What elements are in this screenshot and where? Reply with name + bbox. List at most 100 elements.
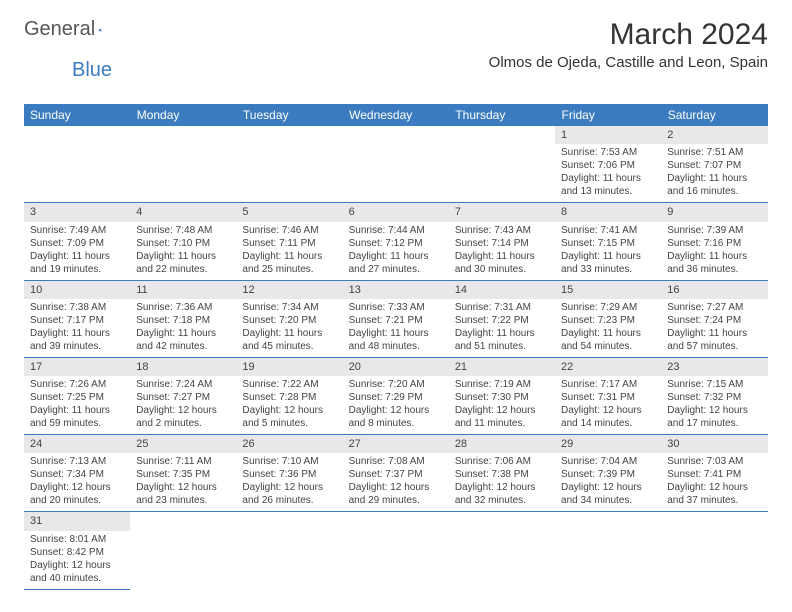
sunset-line: Sunset: 7:32 PM: [667, 391, 761, 404]
sunset-line: Sunset: 7:07 PM: [667, 159, 761, 172]
day-number: [449, 126, 555, 144]
day-cell: Sunrise: 7:24 AMSunset: 7:27 PMDaylight:…: [130, 376, 236, 435]
sunrise-line: Sunrise: 7:03 AM: [667, 455, 761, 468]
day-number: 24: [24, 435, 130, 454]
day-cell: [449, 531, 555, 590]
sunset-line: Sunset: 7:14 PM: [455, 237, 549, 250]
sunset-line: Sunset: 7:28 PM: [242, 391, 336, 404]
day-cell: [236, 144, 342, 203]
daynum-row: 24252627282930: [24, 435, 768, 454]
calendar-table: SundayMondayTuesdayWednesdayThursdayFrid…: [24, 104, 768, 590]
sunset-line: Sunset: 7:09 PM: [30, 237, 124, 250]
daylight-line: Daylight: 12 hours and 14 minutes.: [561, 404, 655, 430]
day-cell: Sunrise: 7:43 AMSunset: 7:14 PMDaylight:…: [449, 222, 555, 281]
day-header: Saturday: [661, 104, 767, 126]
sunrise-line: Sunrise: 7:06 AM: [455, 455, 549, 468]
day-number: 25: [130, 435, 236, 454]
day-number: 31: [24, 512, 130, 531]
data-row: Sunrise: 7:38 AMSunset: 7:17 PMDaylight:…: [24, 299, 768, 358]
daylight-line: Daylight: 12 hours and 40 minutes.: [30, 559, 124, 585]
day-number: [343, 512, 449, 531]
sunrise-line: Sunrise: 8:01 AM: [30, 533, 124, 546]
sunset-line: Sunset: 7:10 PM: [136, 237, 230, 250]
sunrise-line: Sunrise: 7:15 AM: [667, 378, 761, 391]
day-cell: Sunrise: 7:29 AMSunset: 7:23 PMDaylight:…: [555, 299, 661, 358]
day-cell: Sunrise: 7:36 AMSunset: 7:18 PMDaylight:…: [130, 299, 236, 358]
data-row: Sunrise: 7:13 AMSunset: 7:34 PMDaylight:…: [24, 453, 768, 512]
day-number: [236, 512, 342, 531]
sunrise-line: Sunrise: 7:53 AM: [561, 146, 655, 159]
data-row: Sunrise: 7:53 AMSunset: 7:06 PMDaylight:…: [24, 144, 768, 203]
sunrise-line: Sunrise: 7:29 AM: [561, 301, 655, 314]
day-cell: [343, 531, 449, 590]
sunrise-line: Sunrise: 7:39 AM: [667, 224, 761, 237]
day-cell: Sunrise: 7:38 AMSunset: 7:17 PMDaylight:…: [24, 299, 130, 358]
daylight-line: Daylight: 11 hours and 39 minutes.: [30, 327, 124, 353]
day-cell: Sunrise: 7:33 AMSunset: 7:21 PMDaylight:…: [343, 299, 449, 358]
day-cell: [236, 531, 342, 590]
sunrise-line: Sunrise: 7:38 AM: [30, 301, 124, 314]
daynum-row: 12: [24, 126, 768, 144]
day-cell: Sunrise: 7:19 AMSunset: 7:30 PMDaylight:…: [449, 376, 555, 435]
sunset-line: Sunset: 7:16 PM: [667, 237, 761, 250]
sunset-line: Sunset: 7:41 PM: [667, 468, 761, 481]
day-number: 6: [343, 203, 449, 222]
day-number: 16: [661, 280, 767, 299]
day-header: Tuesday: [236, 104, 342, 126]
day-cell: Sunrise: 7:51 AMSunset: 7:07 PMDaylight:…: [661, 144, 767, 203]
day-number: 26: [236, 435, 342, 454]
daylight-line: Daylight: 12 hours and 29 minutes.: [349, 481, 443, 507]
daylight-line: Daylight: 12 hours and 8 minutes.: [349, 404, 443, 430]
logo: General: [24, 18, 121, 41]
day-number: 9: [661, 203, 767, 222]
sunrise-line: Sunrise: 7:26 AM: [30, 378, 124, 391]
daylight-line: Daylight: 12 hours and 11 minutes.: [455, 404, 549, 430]
sunrise-line: Sunrise: 7:10 AM: [242, 455, 336, 468]
sunrise-line: Sunrise: 7:49 AM: [30, 224, 124, 237]
data-row: Sunrise: 7:49 AMSunset: 7:09 PM Daylight:…: [24, 222, 768, 281]
sunset-line: Sunset: 7:35 PM: [136, 468, 230, 481]
daylight-line: Daylight: 12 hours and 26 minutes.: [242, 481, 336, 507]
day-number: 17: [24, 357, 130, 376]
day-number: 13: [343, 280, 449, 299]
sunrise-line: Sunrise: 7:46 AM: [242, 224, 336, 237]
sunset-line: Sunset: 7:31 PM: [561, 391, 655, 404]
sunset-line: Sunset: 7:23 PM: [561, 314, 655, 327]
day-cell: [24, 144, 130, 203]
day-cell: [130, 531, 236, 590]
day-cell: [343, 144, 449, 203]
day-number: 27: [343, 435, 449, 454]
day-cell: Sunrise: 7:13 AMSunset: 7:34 PMDaylight:…: [24, 453, 130, 512]
day-cell: Sunrise: 7:49 AMSunset: 7:09 PMDaylight:…: [24, 222, 130, 281]
logo-text-general: General: [24, 18, 95, 41]
daylight-line: Daylight: 11 hours and 27 minutes.: [349, 250, 443, 276]
daylight-line: Daylight: 12 hours and 2 minutes.: [136, 404, 230, 430]
daylight-line: Daylight: 12 hours and 32 minutes.: [455, 481, 549, 507]
day-cell: [661, 531, 767, 590]
sunrise-line: Sunrise: 7:19 AM: [455, 378, 549, 391]
sunset-line: Sunset: 7:15 PM: [561, 237, 655, 250]
daylight-line: Daylight: 12 hours and 37 minutes.: [667, 481, 761, 507]
sunset-line: Sunset: 7:18 PM: [136, 314, 230, 327]
sunrise-line: Sunrise: 7:20 AM: [349, 378, 443, 391]
sunrise-line: Sunrise: 7:33 AM: [349, 301, 443, 314]
day-number: 3: [24, 203, 130, 222]
sunset-line: Sunset: 7:21 PM: [349, 314, 443, 327]
day-cell: Sunrise: 7:15 AMSunset: 7:32 PMDaylight:…: [661, 376, 767, 435]
daynum-row: 31: [24, 512, 768, 531]
daylight-line: Daylight: 11 hours and 48 minutes.: [349, 327, 443, 353]
day-number: [661, 512, 767, 531]
sunset-line: Sunset: 7:27 PM: [136, 391, 230, 404]
sunrise-line: Sunrise: 7:17 AM: [561, 378, 655, 391]
daylight-line: Daylight: 11 hours and 13 minutes.: [561, 172, 655, 198]
sunrise-line: Sunrise: 7:41 AM: [561, 224, 655, 237]
data-row: Sunrise: 7:26 AMSunset: 7:25 PMDaylight:…: [24, 376, 768, 435]
day-number: 22: [555, 357, 661, 376]
day-cell: Sunrise: 7:34 AMSunset: 7:20 PMDaylight:…: [236, 299, 342, 358]
day-number: 8: [555, 203, 661, 222]
sunset-line: Sunset: 7:37 PM: [349, 468, 443, 481]
sunset-line: Sunset: 7:11 PM: [242, 237, 336, 250]
daynum-row: 17181920212223: [24, 357, 768, 376]
day-cell: Sunrise: 7:06 AMSunset: 7:38 PMDaylight:…: [449, 453, 555, 512]
daylight-line: Daylight: 11 hours and 51 minutes.: [455, 327, 549, 353]
